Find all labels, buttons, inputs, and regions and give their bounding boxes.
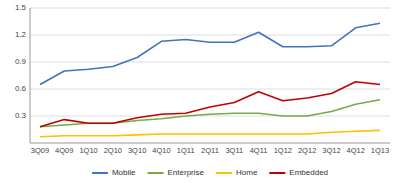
y-tick-label: 1.2 bbox=[15, 30, 27, 39]
legend-label: Mobile bbox=[112, 168, 136, 177]
chart: 0.3 0.6 0.9 1.2 1.5 3Q09 4Q09 1Q10 2Q10 3Q10 4Q10 1… bbox=[0, 0, 400, 183]
x-tick-label: 1Q12 bbox=[274, 146, 292, 155]
x-axis-line bbox=[30, 143, 390, 144]
series-line bbox=[40, 82, 380, 127]
series-group bbox=[40, 23, 380, 136]
x-tick-label: 4Q09 bbox=[55, 146, 73, 155]
x-tick-label: 1Q13 bbox=[371, 146, 389, 155]
legend-swatch bbox=[269, 172, 285, 174]
x-tick-label: 3Q11 bbox=[225, 146, 243, 155]
legend-swatch bbox=[148, 172, 164, 174]
grid-line bbox=[30, 116, 390, 117]
legend-label: Home bbox=[236, 168, 258, 177]
y-tick-label: 0.9 bbox=[15, 57, 27, 66]
x-tick-label: 3Q12 bbox=[322, 146, 340, 155]
x-tick-label: 4Q10 bbox=[152, 146, 170, 155]
x-tick-label: 1Q10 bbox=[79, 146, 97, 155]
grid-line bbox=[30, 89, 390, 90]
legend-label: Enterprise bbox=[168, 168, 205, 177]
grid bbox=[30, 8, 390, 116]
series-line bbox=[40, 130, 380, 136]
x-tick-label: 2Q10 bbox=[104, 146, 122, 155]
y-tick-label: 0.6 bbox=[15, 84, 27, 93]
y-tick-label: 1.5 bbox=[15, 3, 27, 12]
x-tick-label: 1Q11 bbox=[177, 146, 195, 155]
legend-label: Embedded bbox=[289, 168, 328, 177]
legend-swatch bbox=[216, 172, 232, 174]
x-tick-label: 2Q11 bbox=[201, 146, 219, 155]
y-tick-label: 0.3 bbox=[15, 111, 27, 120]
x-tick-label: 2Q12 bbox=[298, 146, 316, 155]
series-line bbox=[40, 23, 380, 84]
grid-line bbox=[30, 35, 390, 36]
legend-swatch bbox=[92, 172, 108, 174]
grid-line bbox=[30, 8, 390, 9]
legend: Mobile Enterprise Home Embedded bbox=[92, 168, 328, 177]
x-tick-label: 4Q12 bbox=[347, 146, 365, 155]
x-tick-label: 3Q10 bbox=[128, 146, 146, 155]
x-tick-label: 3Q09 bbox=[31, 146, 49, 155]
y-axis-line bbox=[30, 8, 31, 143]
grid-line bbox=[30, 62, 390, 63]
x-tick-label: 4Q11 bbox=[250, 146, 268, 155]
